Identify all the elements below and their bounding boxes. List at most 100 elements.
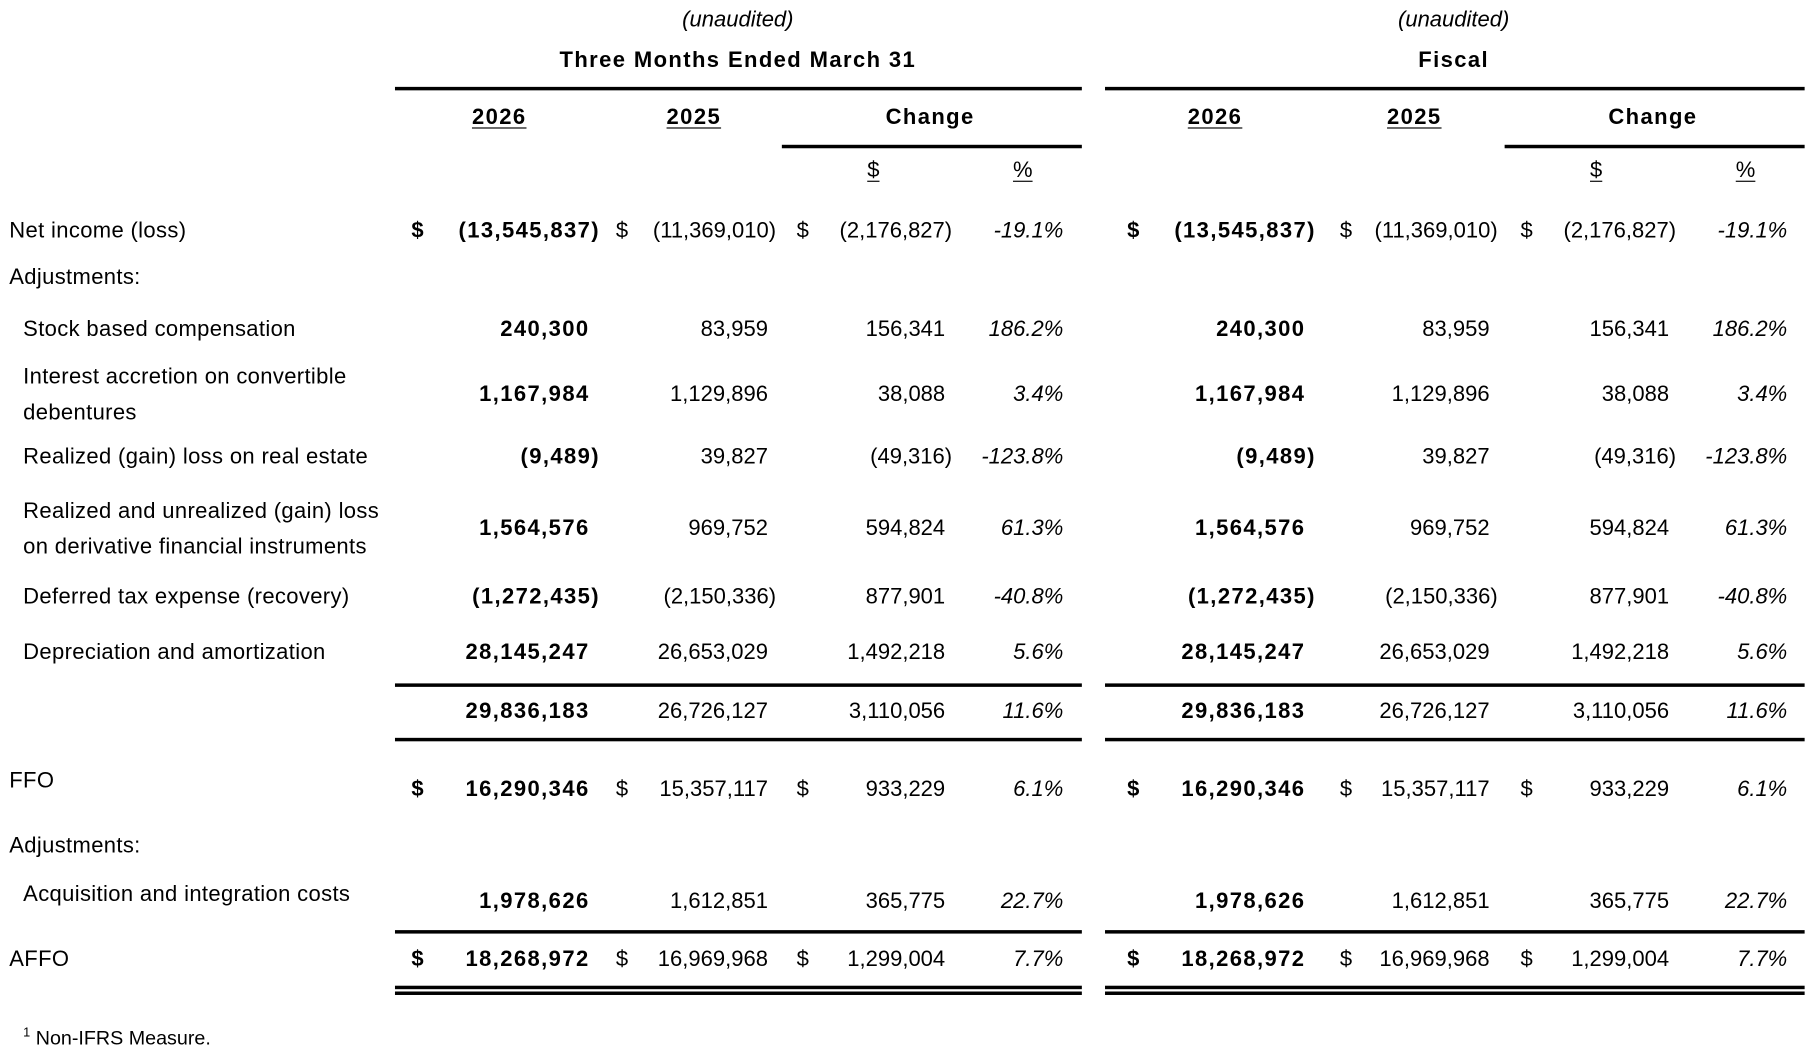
year-prior-header: 2025 <box>1387 105 1442 130</box>
value-current: 1,564,576 <box>479 516 590 541</box>
value-change-dollar: 594,824 <box>1589 516 1670 541</box>
value-prior: 26,653,029 <box>657 640 768 665</box>
value-current: 28,145,247 <box>465 640 590 665</box>
value-change-dollar: 156,341 <box>865 317 946 342</box>
value-change-dollar: 594,824 <box>865 516 946 541</box>
value-prior: 15,357,117 <box>1381 777 1490 802</box>
value-current: 29,836,183 <box>1181 699 1306 724</box>
value-change-dollar: 877,901 <box>865 584 946 610</box>
row-label: Acquisition and integration costs <box>23 882 351 907</box>
dollar-sign: $ <box>615 777 629 802</box>
value-change-percent: 61.3% <box>1724 516 1788 541</box>
value-current: 240,300 <box>500 317 590 342</box>
dollar-sign: $ <box>615 218 629 244</box>
value-change-dollar: (49,316) <box>870 444 953 470</box>
value-change-dollar: 365,775 <box>1589 889 1670 914</box>
header-rule <box>1105 86 1805 91</box>
value-change-percent: -19.1% <box>1717 218 1788 244</box>
value-prior: 39,827 <box>700 444 768 470</box>
footnote-text: Non-IFRS Measure. <box>35 1027 211 1050</box>
subtotal-rule <box>394 683 1082 687</box>
value-change-percent: 6.1% <box>1737 777 1788 802</box>
value-prior: 26,726,127 <box>1379 699 1490 724</box>
value-change-percent: 7.7% <box>1737 947 1788 972</box>
value-current: (1,272,435) <box>1187 584 1316 610</box>
value-prior: 26,726,127 <box>657 699 768 724</box>
affo-top-rule <box>394 930 1082 934</box>
value-change-percent: 22.7% <box>1724 889 1788 914</box>
dollar-sign: $ <box>1339 218 1353 244</box>
value-current: 29,836,183 <box>465 699 590 724</box>
dollar-sign: $ <box>411 947 425 972</box>
row-label: Stock based compensation <box>23 317 296 342</box>
footnote-marker: 1 <box>23 1026 31 1041</box>
value-prior: 1,612,851 <box>1391 889 1490 914</box>
value-change-dollar: 1,492,218 <box>1571 640 1670 665</box>
row-label-continued: on derivative financial instruments <box>23 535 367 560</box>
value-prior: 16,969,968 <box>657 947 768 972</box>
value-current: 1,167,984 <box>1194 382 1306 407</box>
value-change-percent: 61.3% <box>1000 516 1064 541</box>
value-current: 18,268,972 <box>1181 947 1306 972</box>
value-prior: 26,653,029 <box>1379 640 1490 665</box>
value-change-dollar: 365,775 <box>865 889 946 914</box>
dollar-sign: $ <box>1127 218 1141 244</box>
row-label: Net income (loss) <box>9 218 187 244</box>
value-prior: 969,752 <box>688 516 768 541</box>
value-current: 1,978,626 <box>479 889 590 914</box>
value-prior: (2,150,336) <box>663 584 777 610</box>
dollar-sign: $ <box>796 777 809 802</box>
row-label: Realized (gain) loss on real estate <box>23 444 369 470</box>
value-prior: (11,369,010) <box>1374 218 1498 244</box>
dollar-sign: $ <box>1339 777 1353 802</box>
value-change-percent: 7.7% <box>1013 947 1064 972</box>
value-current: 28,145,247 <box>1181 640 1306 665</box>
value-current: 1,564,576 <box>1194 516 1306 541</box>
value-change-percent: 3.4% <box>1737 382 1788 407</box>
value-current: (13,545,837) <box>1174 218 1316 244</box>
value-change-percent: -40.8% <box>993 584 1064 610</box>
value-change-dollar: (2,176,827) <box>839 218 953 244</box>
value-change-dollar: (2,176,827) <box>1563 218 1677 244</box>
value-current: (9,489) <box>1236 444 1316 470</box>
value-prior: 1,129,896 <box>670 382 768 407</box>
value-change-dollar: 156,341 <box>1589 317 1670 342</box>
row-label: Deferred tax expense (recovery) <box>23 584 350 610</box>
year-current-header: 2026 <box>471 105 527 130</box>
value-change-dollar: 3,110,056 <box>1572 699 1670 724</box>
value-change-dollar: 1,492,218 <box>847 640 946 665</box>
value-change-percent: 22.7% <box>1000 889 1064 914</box>
value-current: (13,545,837) <box>458 218 600 244</box>
value-change-percent: 3.4% <box>1013 382 1064 407</box>
value-current: 16,290,346 <box>465 777 590 802</box>
value-change-dollar: 877,901 <box>1589 584 1670 610</box>
value-change-dollar: 38,088 <box>1601 382 1670 407</box>
total-rule <box>394 737 1082 742</box>
change-header: Change <box>1608 105 1698 130</box>
value-prior: (11,369,010) <box>652 218 777 244</box>
value-current: 18,268,972 <box>465 947 590 972</box>
value-current: 1,978,626 <box>1194 889 1306 914</box>
dollar-sign: $ <box>615 947 629 972</box>
value-prior: 83,959 <box>1422 317 1490 342</box>
value-change-percent: -40.8% <box>1717 584 1788 610</box>
period-title: Fiscal <box>1418 48 1490 73</box>
year-prior-header: 2025 <box>666 105 722 130</box>
dollar-sign: $ <box>1127 947 1141 972</box>
value-change-percent: -19.1% <box>993 218 1064 244</box>
dollar-sign: $ <box>796 218 809 244</box>
change-rule <box>781 144 1082 149</box>
value-current: 16,290,346 <box>1181 777 1306 802</box>
value-current: (9,489) <box>520 444 600 470</box>
value-current: (1,272,435) <box>472 584 600 610</box>
row-label: Depreciation and amortization <box>23 640 326 665</box>
value-change-dollar: 1,299,004 <box>847 947 946 972</box>
value-current: 240,300 <box>1216 317 1306 342</box>
subtotal-rule <box>1105 683 1805 687</box>
change-rule <box>1504 144 1805 149</box>
change-dollar-header: $ <box>1590 158 1603 184</box>
dollar-sign: $ <box>1520 777 1533 802</box>
row-label-continued: debentures <box>23 400 137 426</box>
year-current-header: 2026 <box>1187 105 1243 130</box>
dollar-sign: $ <box>411 777 425 802</box>
